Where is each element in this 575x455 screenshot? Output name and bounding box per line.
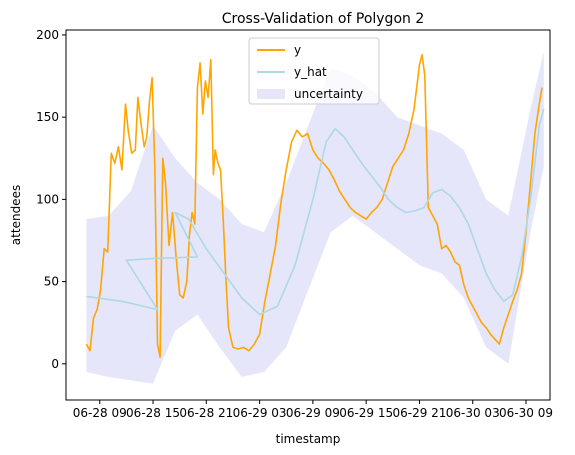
x-tick-label: 06-28 09 bbox=[73, 406, 127, 420]
x-tick-label: 06-29 09 bbox=[286, 406, 340, 420]
y-tick-label: 0 bbox=[51, 357, 59, 371]
y-tick-label: 150 bbox=[36, 110, 59, 124]
x-axis: 06-28 09 06-28 15 06-28 21 06-29 03 06-29 09… bbox=[73, 400, 553, 420]
x-tick-label: 06-29 21 bbox=[392, 406, 446, 420]
legend-yhat-label: y_hat bbox=[294, 65, 327, 79]
x-tick-label: 06-28 15 bbox=[126, 406, 180, 420]
y-axis-label: attendees bbox=[9, 185, 23, 245]
x-axis-label: timestamp bbox=[276, 432, 341, 446]
x-tick-label: 06-29 03 bbox=[233, 406, 287, 420]
legend-y-label: y bbox=[294, 43, 301, 57]
x-tick-label: 06-30 03 bbox=[446, 406, 500, 420]
legend-uncertainty-swatch bbox=[257, 89, 285, 99]
legend: y y_hat uncertainty bbox=[249, 38, 379, 104]
y-tick-label: 200 bbox=[36, 28, 59, 42]
chart-title: Cross-Validation of Polygon 2 bbox=[222, 11, 425, 27]
x-tick-label: 06-30 09 bbox=[499, 406, 553, 420]
y-axis: 0 50 100 150 200 bbox=[36, 28, 66, 371]
y-tick-label: 50 bbox=[44, 275, 59, 289]
x-tick-label: 06-28 21 bbox=[179, 406, 233, 420]
legend-uncertainty-label: uncertainty bbox=[294, 87, 363, 101]
x-tick-label: 06-29 15 bbox=[339, 406, 393, 420]
y-tick-label: 100 bbox=[36, 192, 59, 206]
